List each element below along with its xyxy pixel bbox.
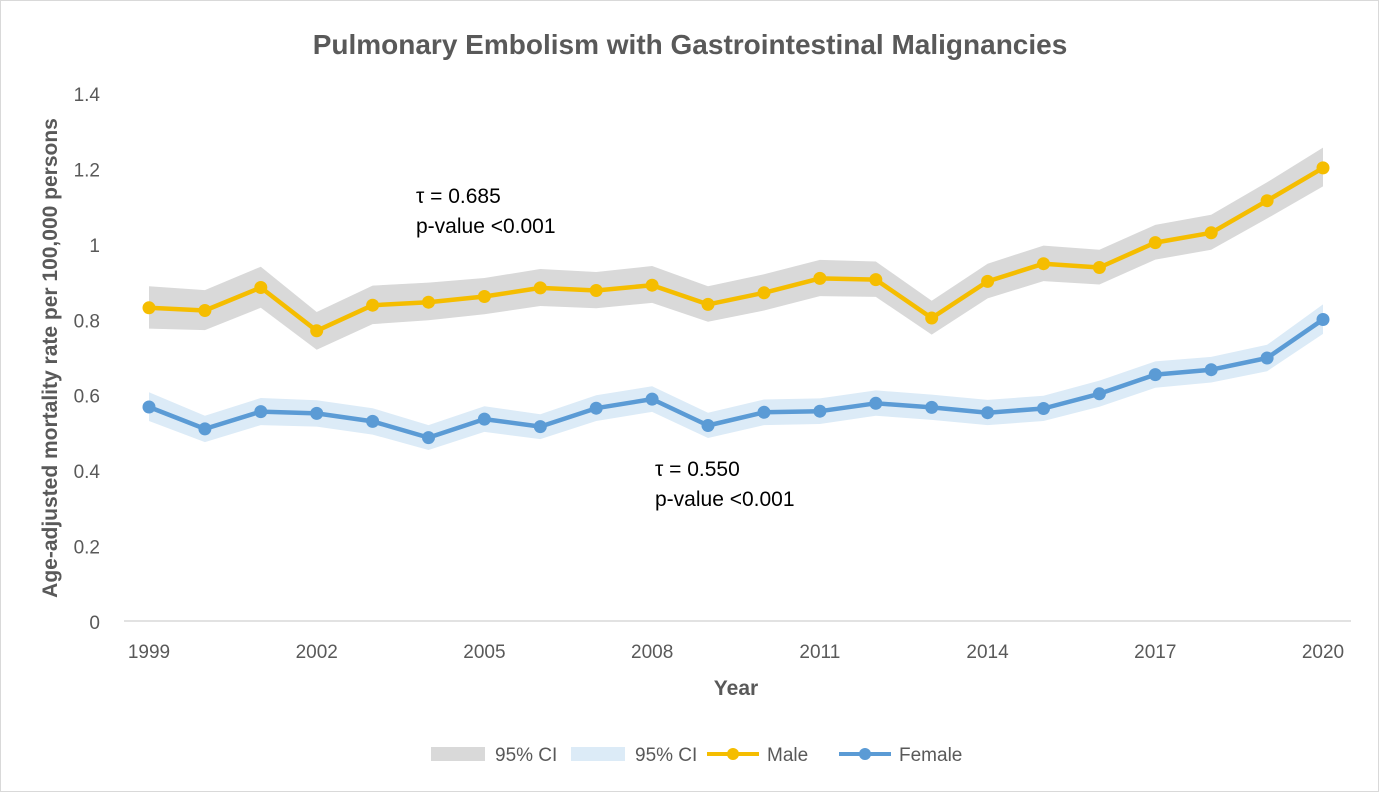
x-tick-label: 2020 bbox=[1302, 642, 1344, 663]
annotation-male-pvalue: p-value <0.001 bbox=[416, 215, 556, 238]
y-tick-label: 0.4 bbox=[74, 462, 101, 483]
y-axis-title: Age-adjusted mortality rate per 100,000 … bbox=[39, 118, 62, 598]
y-axis-ticks: 0 0.2 0.4 0.6 0.8 1 1.2 1.4 bbox=[74, 85, 101, 634]
legend-label-female: Female bbox=[899, 745, 962, 766]
annotation-female: τ = 0.550 p-value <0.001 bbox=[655, 458, 795, 511]
data-point-female bbox=[589, 401, 603, 415]
data-point-male bbox=[645, 278, 659, 292]
data-point-male bbox=[254, 281, 268, 294]
annotation-female-pvalue: p-value <0.001 bbox=[655, 488, 795, 511]
data-point-male bbox=[477, 290, 491, 303]
series-points bbox=[142, 161, 1330, 445]
data-point-male bbox=[310, 324, 324, 338]
data-point-male bbox=[1316, 161, 1330, 175]
data-point-female bbox=[366, 414, 380, 428]
y-tick-label: 0.8 bbox=[74, 311, 100, 332]
data-point-female bbox=[1148, 368, 1162, 382]
y-tick-label: 1.2 bbox=[74, 160, 100, 181]
y-tick-label: 0.2 bbox=[74, 538, 100, 559]
data-point-female bbox=[477, 412, 491, 426]
data-point-male bbox=[198, 304, 212, 317]
data-point-female bbox=[1316, 313, 1330, 326]
data-point-female bbox=[869, 396, 883, 410]
legend-label-ci-male: 95% CI bbox=[495, 745, 557, 766]
data-point-male bbox=[142, 301, 156, 315]
data-point-male bbox=[1260, 194, 1274, 208]
data-point-female bbox=[1092, 387, 1106, 401]
data-point-female bbox=[1037, 402, 1050, 415]
series-line-male bbox=[146, 165, 1326, 334]
legend-swatch-ci-female bbox=[571, 747, 625, 761]
chart-title: Pulmonary Embolism with Gastrointestinal… bbox=[313, 29, 1068, 60]
data-point-male bbox=[366, 298, 380, 312]
data-point-female bbox=[981, 406, 995, 420]
data-point-male bbox=[1204, 226, 1218, 240]
data-point-male bbox=[925, 311, 939, 325]
y-tick-label: 1.4 bbox=[74, 85, 101, 106]
data-point-female bbox=[198, 422, 212, 436]
data-point-male bbox=[701, 297, 715, 311]
data-point-male bbox=[757, 286, 771, 300]
data-point-male bbox=[1092, 261, 1106, 274]
ci-band-female bbox=[149, 304, 1323, 450]
legend-swatch-ci-male bbox=[431, 747, 485, 761]
y-tick-label: 1 bbox=[89, 236, 100, 257]
data-point-male bbox=[589, 284, 603, 297]
data-point-female bbox=[1204, 363, 1218, 377]
data-point-female bbox=[645, 392, 659, 406]
data-point-male bbox=[813, 271, 827, 285]
data-point-female bbox=[1260, 351, 1274, 365]
x-tick-label: 2017 bbox=[1134, 642, 1176, 663]
data-point-male bbox=[869, 273, 883, 287]
x-tick-label: 2011 bbox=[799, 642, 840, 663]
data-point-male bbox=[422, 295, 435, 309]
data-point-male bbox=[1148, 236, 1162, 250]
x-axis-title: Year bbox=[714, 677, 758, 700]
data-point-female bbox=[813, 404, 827, 418]
data-point-male bbox=[533, 281, 547, 295]
x-tick-label: 2002 bbox=[296, 642, 338, 663]
data-point-male bbox=[1037, 257, 1050, 271]
legend-label-ci-female: 95% CI bbox=[635, 745, 697, 766]
x-axis-ticks: 1999 2002 2005 2008 2011 2014 2017 2020 bbox=[128, 642, 1344, 663]
y-tick-label: 0 bbox=[89, 613, 100, 634]
series-line-female bbox=[146, 317, 1326, 440]
annotation-male-tau: τ = 0.685 bbox=[416, 185, 501, 208]
data-point-male bbox=[981, 274, 995, 288]
data-point-female bbox=[701, 419, 715, 432]
legend-label-male: Male bbox=[767, 745, 808, 766]
legend-marker-male bbox=[727, 748, 739, 760]
x-tick-label: 2005 bbox=[463, 642, 505, 663]
series-lines bbox=[146, 165, 1326, 440]
data-point-female bbox=[310, 406, 324, 420]
legend: 95% CI 95% CI Male Female bbox=[431, 745, 962, 766]
data-point-female bbox=[757, 405, 771, 419]
x-tick-label: 2014 bbox=[966, 642, 1009, 663]
y-tick-label: 0.6 bbox=[74, 387, 100, 408]
annotation-female-tau: τ = 0.550 bbox=[655, 458, 740, 481]
annotation-male: τ = 0.685 p-value <0.001 bbox=[416, 185, 556, 238]
data-point-female bbox=[422, 431, 435, 445]
data-point-female bbox=[925, 400, 939, 414]
x-tick-label: 2008 bbox=[631, 642, 673, 663]
x-tick-label: 1999 bbox=[128, 642, 170, 663]
legend-marker-female bbox=[859, 748, 871, 760]
data-point-female bbox=[254, 405, 268, 419]
data-point-female bbox=[142, 400, 156, 414]
data-point-female bbox=[533, 420, 547, 434]
